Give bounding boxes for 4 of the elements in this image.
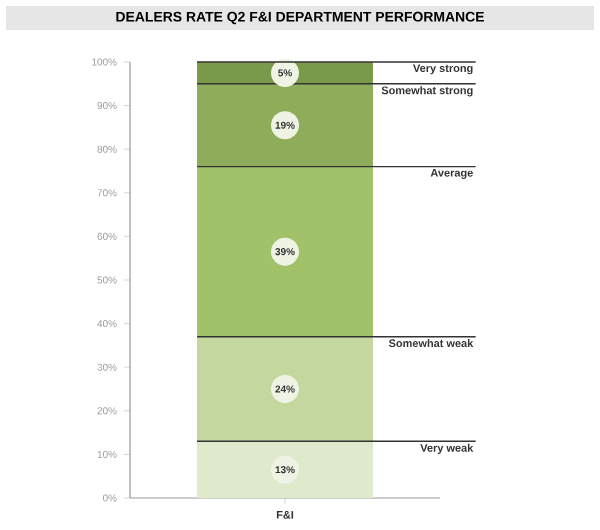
bar xyxy=(197,336,373,442)
bar xyxy=(197,83,373,167)
bar xyxy=(197,166,373,337)
bar xyxy=(197,441,373,498)
